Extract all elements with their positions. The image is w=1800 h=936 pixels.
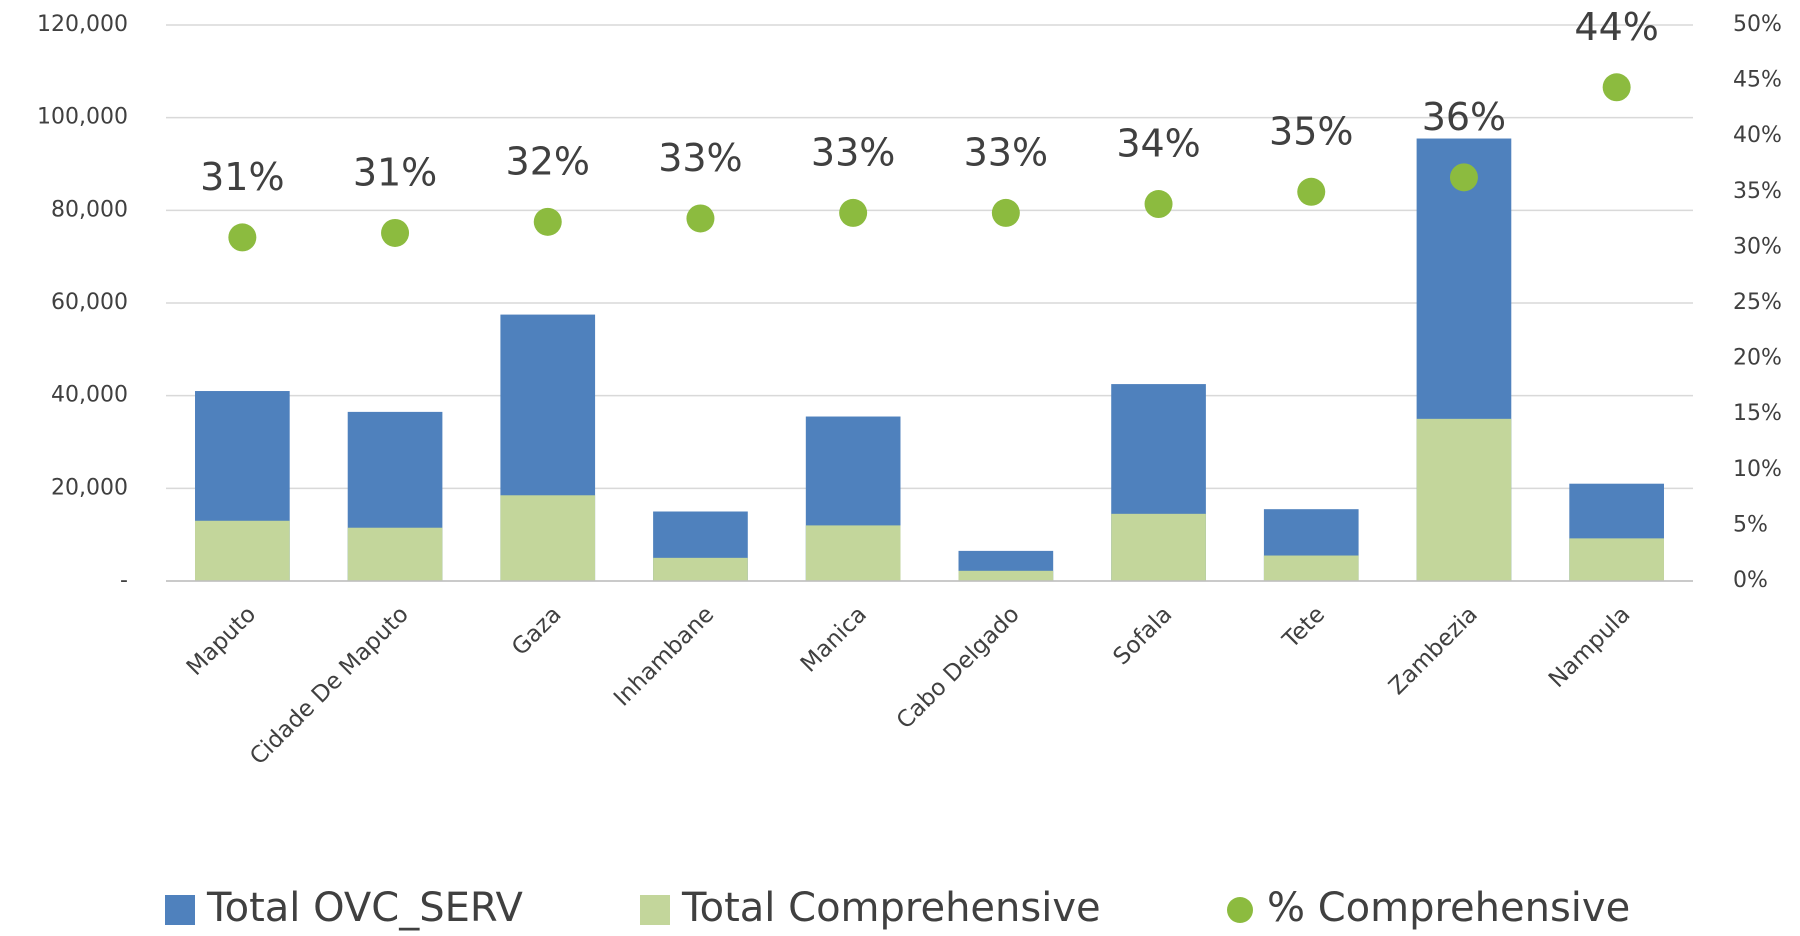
bar: [653, 557, 748, 581]
dot: [1602, 73, 1631, 102]
x-tick-label: Cidade De Maputo: [245, 601, 414, 770]
y-tick-label: 100,000: [37, 105, 128, 130]
y2-tick-label: 35%: [1733, 179, 1782, 204]
x-tick-label: Gaza: [507, 601, 566, 660]
y2-tick-label: 25%: [1733, 290, 1782, 315]
value-label: 33%: [964, 130, 1048, 174]
legend-label: % Comprehensive: [1267, 885, 1630, 931]
y-tick-label: 40,000: [51, 383, 128, 408]
value-label: 31%: [200, 155, 284, 199]
legend-marker: [640, 895, 670, 925]
y-tick-label: 80,000: [51, 197, 128, 222]
dot: [1297, 177, 1326, 206]
y2-tick-label: 15%: [1733, 401, 1782, 426]
y2-tick-label: 0%: [1733, 568, 1768, 593]
y-tick-label: 20,000: [51, 475, 128, 500]
dot: [1144, 190, 1173, 219]
bar: [1569, 538, 1664, 581]
dot: [381, 218, 410, 247]
x-tick-label: Zambezia: [1384, 601, 1483, 700]
x-tick-label: Nampula: [1544, 601, 1635, 692]
value-label: 31%: [353, 150, 437, 194]
y2-tick-label: 45%: [1733, 68, 1782, 93]
dot: [1449, 163, 1478, 192]
bar: [347, 527, 443, 581]
dot: [533, 207, 562, 236]
legend-marker: [1227, 897, 1253, 923]
y2-tick-label: 30%: [1733, 234, 1782, 259]
value-label: 35%: [1269, 109, 1353, 153]
dot: [839, 198, 868, 227]
bar: [1416, 418, 1512, 581]
value-label: 32%: [506, 139, 590, 183]
bar: [1263, 555, 1359, 581]
y-tick-label: -: [120, 568, 128, 593]
x-tick-label: Sofala: [1109, 601, 1178, 670]
x-tick-label: Maputo: [182, 601, 261, 680]
y-tick-label: 120,000: [37, 12, 128, 37]
x-tick-label: Cabo Delgado: [892, 601, 1025, 734]
legend-label: Total Comprehensive: [681, 885, 1101, 931]
value-label: 33%: [811, 130, 895, 174]
bar: [195, 520, 290, 581]
bar: [958, 570, 1054, 581]
value-label: 34%: [1116, 122, 1200, 166]
dot: [991, 198, 1020, 227]
y2-tick-label: 10%: [1733, 457, 1782, 482]
value-label: 44%: [1574, 5, 1658, 49]
legend-marker: [165, 895, 195, 925]
bar: [805, 525, 901, 581]
legend-label: Total OVC_SERV: [206, 885, 523, 931]
y2-tick-label: 5%: [1733, 512, 1768, 537]
y2-tick-label: 40%: [1733, 123, 1782, 148]
y2-tick-label: 20%: [1733, 346, 1782, 371]
bar: [500, 495, 596, 581]
x-tick-label: Manica: [796, 601, 872, 677]
value-label: 36%: [1422, 95, 1506, 139]
y2-tick-label: 50%: [1733, 12, 1782, 37]
dot: [228, 223, 257, 252]
x-tick-label: Inhambane: [609, 601, 719, 711]
bar: [1111, 513, 1206, 581]
value-label: 33%: [658, 136, 742, 180]
dot: [686, 204, 715, 233]
y-tick-label: 60,000: [51, 290, 128, 315]
x-tick-label: Tete: [1277, 601, 1330, 654]
